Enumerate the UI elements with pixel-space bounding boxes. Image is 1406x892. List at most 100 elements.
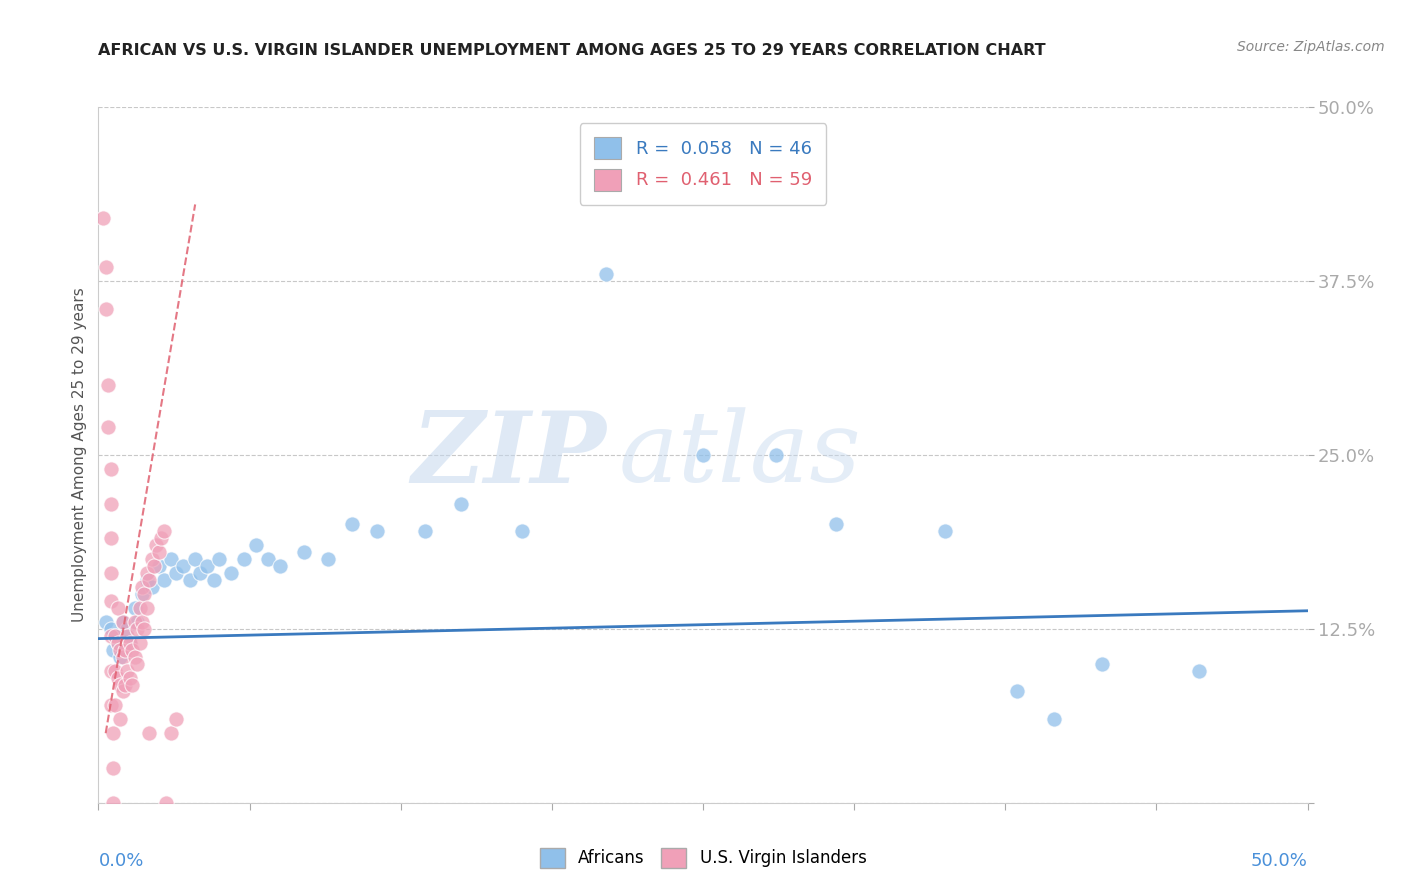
- Point: [108, 642, 131, 657]
- Point: [184, 552, 207, 566]
- Point: [152, 524, 174, 539]
- Point: [1042, 712, 1064, 726]
- Point: [135, 573, 157, 587]
- Point: [121, 642, 143, 657]
- Point: [1188, 664, 1211, 678]
- Point: [100, 698, 122, 713]
- Point: [131, 580, 153, 594]
- Point: [141, 552, 163, 566]
- Point: [118, 636, 141, 650]
- Legend: Africans, U.S. Virgin Islanders: Africans, U.S. Virgin Islanders: [533, 841, 873, 875]
- Text: 50.0%: 50.0%: [1251, 852, 1308, 870]
- Point: [143, 559, 166, 574]
- Point: [118, 671, 141, 685]
- Point: [100, 629, 122, 643]
- Point: [1007, 684, 1029, 698]
- Point: [292, 545, 315, 559]
- Point: [195, 559, 218, 574]
- Point: [131, 615, 153, 629]
- Point: [107, 671, 129, 685]
- Point: [118, 636, 141, 650]
- Point: [256, 552, 278, 566]
- Point: [138, 726, 160, 740]
- Point: [111, 649, 134, 664]
- Text: atlas: atlas: [619, 408, 860, 502]
- Point: [141, 580, 163, 594]
- Point: [100, 497, 122, 511]
- Point: [111, 684, 134, 698]
- Point: [135, 601, 157, 615]
- Point: [94, 301, 117, 316]
- Point: [111, 615, 134, 629]
- Point: [825, 517, 848, 532]
- Point: [121, 677, 143, 691]
- Point: [117, 664, 139, 678]
- Point: [145, 538, 167, 552]
- Point: [269, 559, 291, 574]
- Legend: R =  0.058   N = 46, R =  0.461   N = 59: R = 0.058 N = 46, R = 0.461 N = 59: [579, 123, 827, 205]
- Point: [692, 448, 714, 462]
- Point: [134, 622, 156, 636]
- Point: [128, 601, 150, 615]
- Point: [179, 573, 201, 587]
- Point: [124, 649, 146, 664]
- Point: [221, 566, 243, 581]
- Point: [124, 601, 146, 615]
- Point: [450, 497, 472, 511]
- Point: [138, 573, 160, 587]
- Point: [765, 448, 787, 462]
- Point: [127, 615, 149, 629]
- Point: [245, 538, 267, 552]
- Point: [107, 601, 129, 615]
- Point: [101, 796, 124, 810]
- Point: [108, 649, 131, 664]
- Point: [160, 552, 183, 566]
- Point: [134, 587, 156, 601]
- Point: [94, 615, 117, 629]
- Point: [165, 566, 187, 581]
- Text: 0.0%: 0.0%: [98, 852, 143, 870]
- Point: [342, 517, 364, 532]
- Point: [127, 657, 149, 671]
- Point: [101, 726, 124, 740]
- Point: [114, 642, 136, 657]
- Point: [127, 622, 149, 636]
- Point: [155, 796, 177, 810]
- Point: [160, 726, 183, 740]
- Point: [117, 629, 139, 643]
- Point: [97, 378, 120, 392]
- Point: [148, 545, 170, 559]
- Point: [114, 677, 136, 691]
- Point: [131, 587, 153, 601]
- Y-axis label: Unemployment Among Ages 25 to 29 years: Unemployment Among Ages 25 to 29 years: [72, 287, 87, 623]
- Point: [148, 559, 170, 574]
- Point: [316, 552, 339, 566]
- Point: [934, 524, 956, 539]
- Point: [152, 573, 174, 587]
- Point: [104, 629, 127, 643]
- Point: [366, 524, 388, 539]
- Point: [413, 524, 436, 539]
- Point: [595, 267, 617, 281]
- Text: AFRICAN VS U.S. VIRGIN ISLANDER UNEMPLOYMENT AMONG AGES 25 TO 29 YEARS CORRELATI: AFRICAN VS U.S. VIRGIN ISLANDER UNEMPLOY…: [98, 43, 1046, 58]
- Point: [101, 761, 124, 775]
- Point: [172, 559, 194, 574]
- Point: [104, 664, 127, 678]
- Text: Source: ZipAtlas.com: Source: ZipAtlas.com: [1237, 40, 1385, 54]
- Point: [111, 615, 134, 629]
- Text: ZIP: ZIP: [412, 407, 606, 503]
- Point: [510, 524, 533, 539]
- Point: [100, 622, 122, 636]
- Point: [108, 677, 131, 691]
- Point: [165, 712, 187, 726]
- Point: [188, 566, 211, 581]
- Point: [117, 622, 139, 636]
- Point: [124, 615, 146, 629]
- Point: [128, 636, 150, 650]
- Point: [101, 642, 124, 657]
- Point: [94, 260, 117, 274]
- Point: [1091, 657, 1114, 671]
- Point: [100, 462, 122, 476]
- Point: [107, 636, 129, 650]
- Point: [97, 420, 120, 434]
